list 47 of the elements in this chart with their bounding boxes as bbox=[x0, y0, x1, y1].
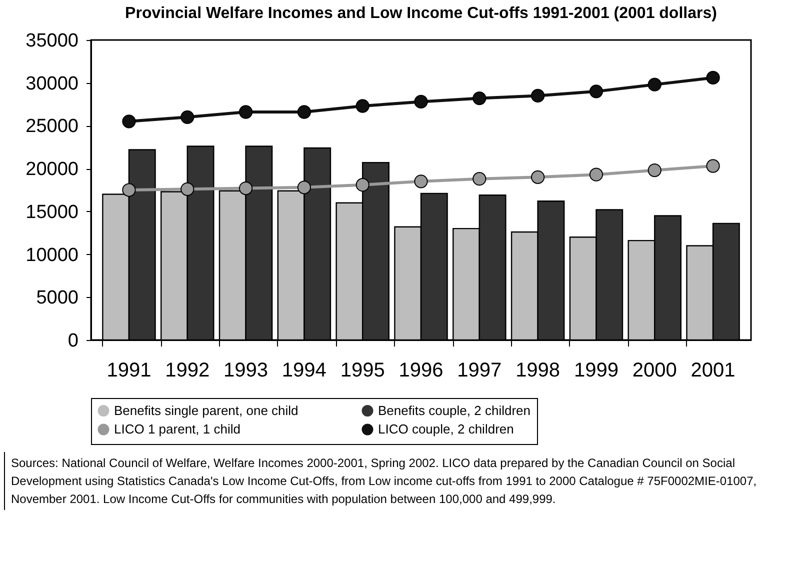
x-tick-label: 1999 bbox=[574, 360, 618, 382]
point bbox=[589, 84, 604, 98]
legend-label: Benefits couple, 2 children bbox=[378, 402, 530, 418]
y-tick-label: 10000 bbox=[26, 244, 78, 266]
legend-label: LICO couple, 2 children bbox=[378, 422, 514, 436]
x-tick-label: 1991 bbox=[106, 360, 152, 382]
x-tick-label: 1992 bbox=[165, 360, 210, 382]
y-tick-label: 30000 bbox=[26, 73, 78, 94]
y-tick-label: 5000 bbox=[36, 288, 78, 309]
x-tick-label: 1997 bbox=[457, 360, 502, 382]
point bbox=[180, 182, 194, 196]
point bbox=[180, 110, 194, 124]
point bbox=[706, 70, 720, 85]
point bbox=[122, 183, 136, 197]
y-tick-label: 25000 bbox=[26, 116, 78, 138]
point bbox=[472, 172, 486, 186]
x-tick-label: 1996 bbox=[398, 360, 444, 382]
point bbox=[356, 178, 370, 192]
chart-title: Provincial Welfare Incomes and Low Income Cut-offs 1991-2001 (2001 dollars) bbox=[125, 5, 717, 22]
point bbox=[414, 94, 428, 109]
point bbox=[297, 105, 312, 119]
point bbox=[530, 170, 545, 184]
point bbox=[530, 88, 545, 103]
y-tick-label: 35000 bbox=[26, 30, 78, 52]
point bbox=[706, 159, 720, 173]
y-tick-label: 0 bbox=[68, 330, 78, 352]
point bbox=[472, 91, 486, 106]
point bbox=[356, 99, 370, 113]
x-tick-label: 1994 bbox=[282, 360, 326, 382]
legend-label: LICO 1 parent, 1 child bbox=[114, 422, 240, 436]
point bbox=[297, 180, 312, 194]
x-tick-label: 2001 bbox=[690, 360, 736, 382]
y-tick-label: 15000 bbox=[26, 202, 78, 223]
y-tick-label: 20000 bbox=[26, 159, 78, 180]
point bbox=[238, 181, 253, 196]
point bbox=[122, 114, 136, 128]
point bbox=[589, 168, 604, 182]
point bbox=[648, 78, 662, 92]
legend-label: Benefits single parent, one child bbox=[114, 402, 298, 418]
point bbox=[648, 163, 662, 178]
point bbox=[238, 105, 253, 119]
x-tick-label: 2000 bbox=[632, 360, 677, 382]
x-tick-label: 1993 bbox=[224, 360, 268, 382]
x-tick-label: 1995 bbox=[340, 360, 385, 382]
source-note: Sources: National Council of Welfare, Welfare Incomes 2000-2001, Spring 2002. LICO data prepared by the Canadian Council on Social Development using Statistics Canada's Low Income Cut-Offs, from Low income cut-offs from 1991 to 2000 Catalogue # 75F0002MIE-01007, November 2001. Low Income Cut-Offs for communities with population between 100,000 and 499,999. bbox=[4, 452, 797, 510]
point bbox=[414, 174, 428, 188]
x-tick-label: 1998 bbox=[516, 360, 560, 382]
